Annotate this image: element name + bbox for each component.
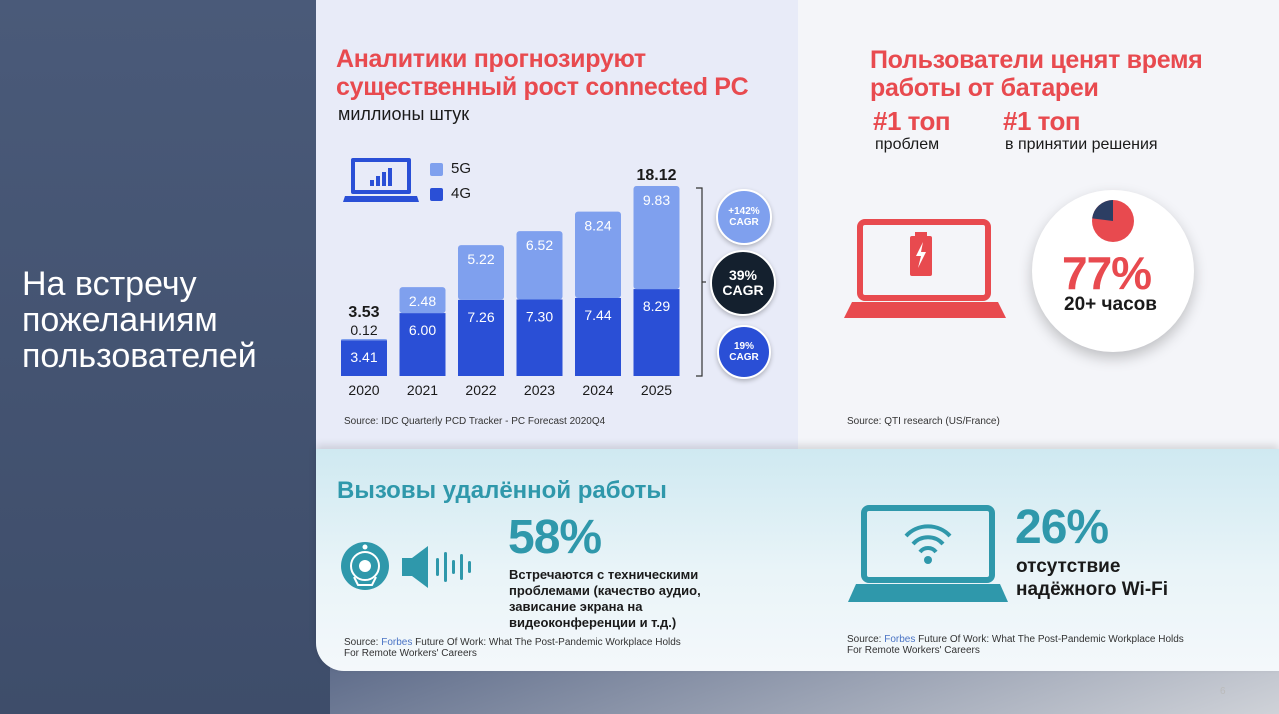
xtick-2020: 2020: [348, 382, 379, 398]
label-4g-2021: 6.00: [409, 322, 436, 338]
laptop-battery-icon: [844, 219, 1006, 318]
forecast-source: Source: IDC Quarterly PCD Tracker - PC F…: [344, 416, 606, 427]
label-4g-2024: 7.44: [584, 307, 611, 323]
bar-4g-2021: [399, 313, 446, 376]
label-4g-2022: 7.26: [467, 309, 494, 325]
remote-source-rest: Future Of Work: What The Post-Pandemic W…: [344, 637, 681, 659]
label-5g-2021: 2.48: [409, 293, 436, 309]
battery-percent: 77%: [1062, 247, 1152, 299]
forecast-bar-chart: 3.41 0.123.53 2020 6.00 2.48 2021 7.26 5.22 2022…: [341, 167, 680, 398]
bar-5g-2025: [633, 186, 680, 290]
bar-5g-2022: [458, 245, 504, 300]
remote-description: Встречаются с техническими проблемами (к…: [509, 567, 701, 630]
xtick-2021: 2021: [407, 382, 438, 398]
legend-label-4g: 4G: [451, 185, 472, 202]
legend-swatch-5g: [430, 163, 443, 176]
wifi-percent: 26%: [1015, 501, 1109, 554]
battery-title: Пользователи ценят время работы от батар…: [870, 46, 1203, 102]
laptop-chart-icon: [343, 158, 419, 202]
page-number: 6: [1220, 686, 1226, 697]
bar-4g-2022: [458, 299, 504, 376]
xtick-2023: 2023: [524, 382, 555, 398]
bar-5g-2024: [575, 211, 621, 298]
left-band: [0, 0, 330, 714]
xtick-2022: 2022: [465, 382, 496, 398]
bar-5g-2020: [341, 338, 387, 341]
wifi-source-rest: Future Of Work: What The Post-Pandemic W…: [847, 634, 1184, 656]
label-5g-2023: 6.52: [526, 237, 553, 253]
bar-4g-2025: [633, 289, 680, 376]
wifi-source: Source: Forbes Future Of Work: What The …: [847, 634, 1197, 656]
xtick-2025: 2025: [641, 382, 672, 398]
legend-swatch-4g: [430, 188, 443, 201]
label-4g-2020: 3.41: [350, 349, 377, 365]
remote-panel: [316, 449, 1279, 671]
battery-source: Source: QTI research (US/France): [847, 416, 1000, 427]
wifi-source-link[interactable]: Forbes: [884, 634, 916, 645]
cagr-badge-total: +142% CAGR: [716, 189, 772, 245]
xtick-2024: 2024: [582, 382, 613, 398]
remote-source-prefix: Source:: [344, 637, 382, 648]
remote-source-link[interactable]: Forbes: [381, 637, 413, 648]
bar-4g-2023: [516, 299, 563, 376]
speaker-icon: [402, 546, 471, 588]
laptop-wifi-icon: [848, 505, 1008, 602]
total-2020: 3.53: [348, 304, 379, 321]
cagr-total-text: +142% CAGR: [728, 206, 760, 228]
lead-text: На встречу пожеланиям пользователей: [22, 265, 257, 375]
wifi-description: отсутствие надёжного Wi-Fi: [1016, 556, 1169, 600]
label-5g-2024: 8.24: [584, 218, 611, 234]
stat1-number: #1 топ: [873, 106, 951, 136]
bar-4g-2024: [575, 297, 621, 376]
label-4g-2023: 7.30: [526, 308, 553, 324]
battery-pie-icon: [1092, 200, 1134, 242]
cagr-badge-4g: 39% CAGR: [710, 250, 776, 316]
forecast-units: миллионы штук: [338, 104, 470, 124]
label-5g-2022: 5.22: [467, 251, 494, 267]
total-2025: 18.12: [636, 167, 676, 184]
camera-icon: [341, 542, 389, 590]
forecast-title: Аналитики прогнозируют существенный рост…: [336, 45, 749, 101]
remote-percent: 58%: [508, 511, 602, 564]
bar-5g-2023: [516, 231, 563, 300]
bar-5g-2021: [399, 287, 446, 314]
label-5g-2025: 9.83: [643, 192, 670, 208]
battery-hours: 20+ часов: [1064, 294, 1157, 315]
cagr-5g-text: 19% CAGR: [729, 341, 759, 363]
stat2-number: #1 топ: [1003, 106, 1081, 136]
stat2-caption: в принятии решения: [1005, 136, 1158, 153]
remote-source: Source: Forbes Future Of Work: What The …: [344, 637, 694, 659]
bar-4g-2020: [341, 340, 387, 376]
cagr-4g-text: 39% CAGR: [722, 267, 764, 298]
label-5g-2020: 0.12: [350, 322, 377, 338]
label-4g-2025: 8.29: [643, 298, 670, 314]
legend-label-5g: 5G: [451, 160, 472, 177]
stat1-caption: проблем: [875, 136, 940, 153]
cagr-badge-5g: 19% CAGR: [717, 325, 771, 379]
wifi-source-prefix: Source:: [847, 634, 885, 645]
remote-title: Вызовы удалённой работы: [337, 477, 667, 504]
chart-bracket: [696, 187, 706, 377]
